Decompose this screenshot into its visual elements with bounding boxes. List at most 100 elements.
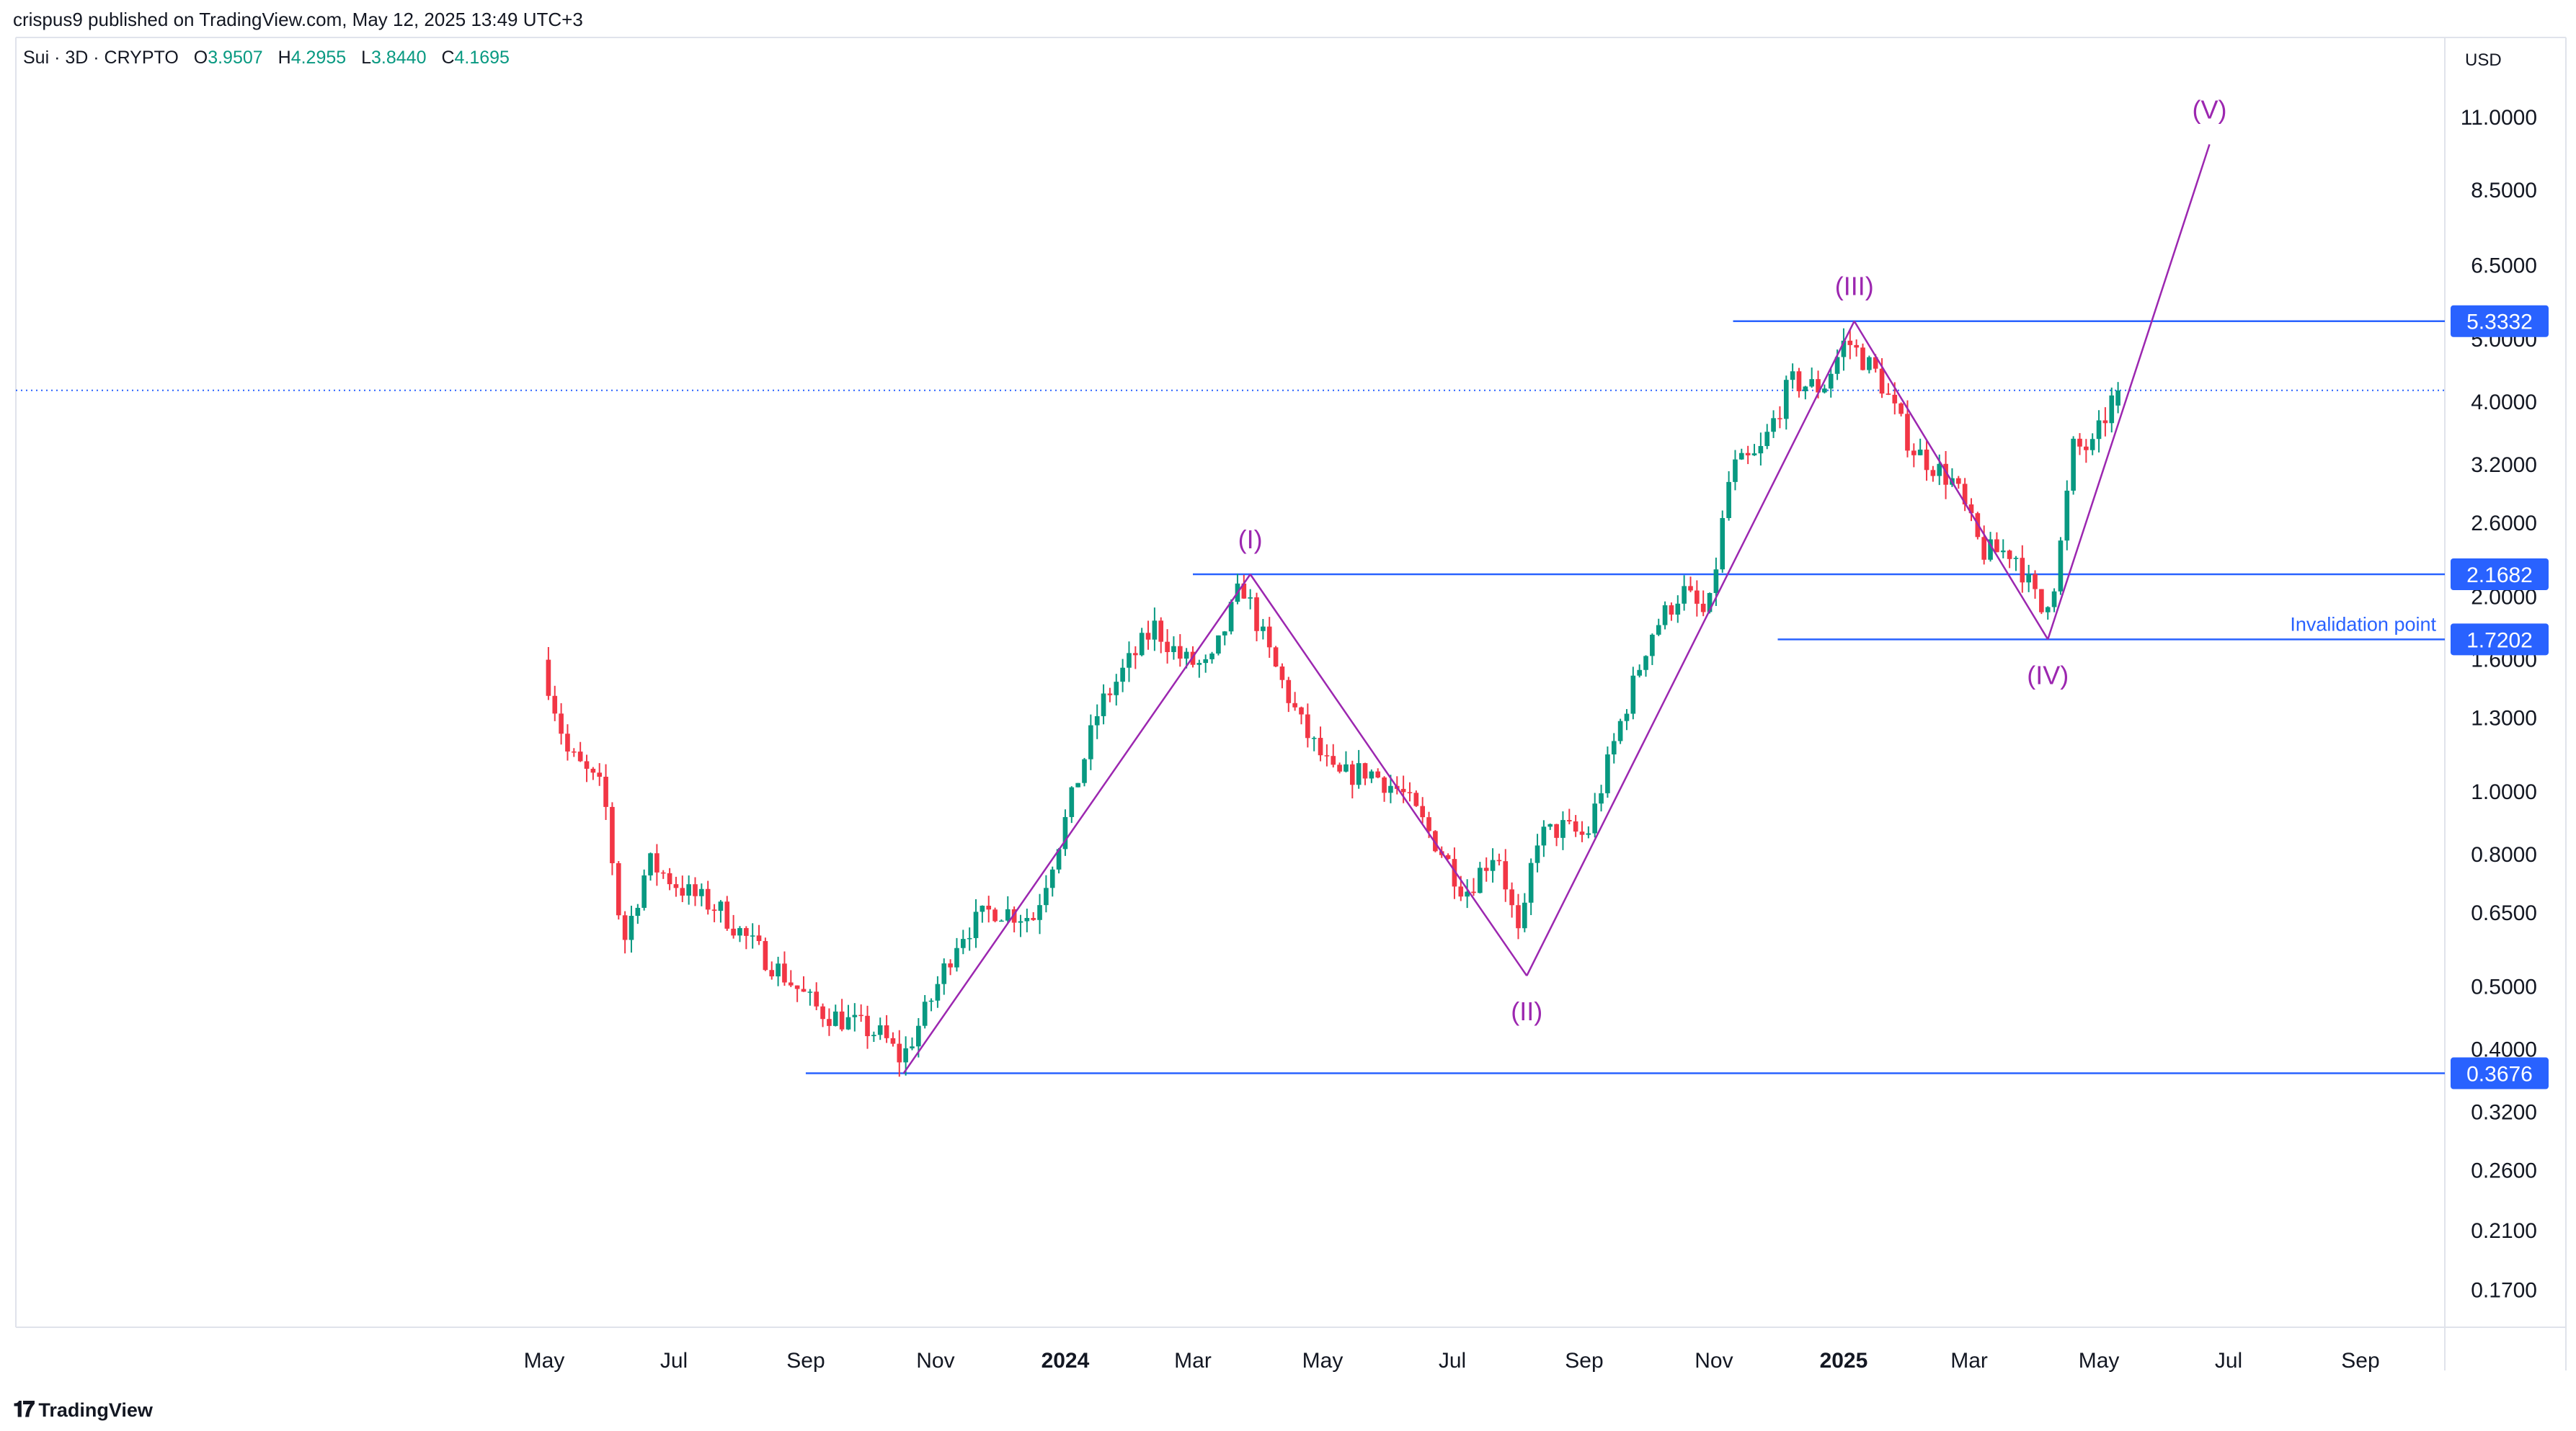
candle-body: [1662, 605, 1668, 625]
close-value: 4.1695: [454, 48, 510, 68]
candle-body: [897, 1043, 902, 1063]
candle-body: [1114, 682, 1119, 695]
wave-label-4: (IV): [2027, 660, 2069, 690]
candle-body: [1127, 653, 1132, 668]
candle-body: [1700, 603, 1706, 612]
candle-body: [960, 939, 966, 948]
tradingview-logo[interactable]: 𝟏𝟕 TradingView: [13, 1398, 153, 1422]
candle-body: [1171, 646, 1176, 652]
price-tick-label: 8.5000: [2471, 179, 2537, 202]
candle-body: [1337, 764, 1342, 772]
candle-body: [2071, 438, 2076, 491]
candle-body: [584, 761, 590, 769]
candle-body: [1273, 647, 1279, 667]
candle-body: [1356, 763, 1362, 785]
candle-body: [1165, 641, 1170, 652]
wave-label-1: (I): [1238, 525, 1263, 554]
candle-body: [839, 1011, 845, 1030]
candle-body: [1082, 759, 1087, 783]
open-value: 3.9507: [208, 48, 263, 68]
candle-body: [641, 875, 647, 908]
wave-label-2: (II): [1511, 997, 1542, 1026]
candle-body: [807, 991, 813, 993]
price-tick-label: 0.1700: [2471, 1279, 2537, 1303]
candle-body: [1905, 414, 1910, 451]
candle-body: [788, 982, 794, 986]
candle-body: [1496, 860, 1502, 862]
time-tick-label: Nov: [916, 1349, 954, 1373]
candle-body: [1962, 483, 1968, 505]
candle-body: [1605, 754, 1610, 793]
candle-body: [922, 1002, 928, 1026]
currency-label[interactable]: USD: [2465, 50, 2502, 70]
candle-body: [1675, 603, 1681, 615]
candle-body: [1535, 845, 1540, 863]
high-value: 4.2955: [290, 48, 347, 68]
candle-body: [1362, 763, 1368, 779]
candle-body: [884, 1025, 889, 1038]
candle-body: [718, 901, 724, 911]
low-value: 3.8440: [371, 48, 427, 68]
symbol-name[interactable]: Sui · 3D · CRYPTO: [23, 48, 179, 68]
candle-body: [1254, 597, 1259, 631]
candle-body: [1420, 806, 1426, 818]
candle-body: [603, 776, 608, 807]
low-label: L: [361, 48, 372, 68]
candle-body: [1566, 820, 1572, 821]
candle-body: [1241, 583, 1247, 599]
candle-body: [1892, 394, 1898, 404]
candle-body: [1145, 633, 1151, 640]
candle-body: [986, 905, 992, 910]
candle-body: [2013, 558, 2019, 559]
candle-body: [2089, 439, 2095, 450]
candle-body: [1248, 597, 1253, 599]
candle-body: [1279, 667, 1285, 680]
candle-body: [724, 901, 730, 929]
candle-body: [744, 928, 749, 936]
candle-body: [1478, 868, 1483, 893]
candle-body: [1758, 446, 1764, 454]
candle-body: [1522, 902, 1527, 929]
candle-body: [1516, 905, 1521, 929]
candle-body: [1617, 721, 1623, 741]
candle-body: [1331, 756, 1336, 765]
candle-body: [1120, 667, 1125, 682]
symbol-legend: Sui · 3D · CRYPTO O3.9507 H4.2955 L3.844…: [23, 48, 510, 68]
candle-body: [1790, 371, 1795, 380]
candle-body: [980, 905, 985, 912]
time-tick-label: 2024: [1041, 1349, 1090, 1373]
candle-body: [1560, 820, 1565, 838]
candle-body: [776, 963, 781, 977]
candle-body: [992, 909, 998, 922]
candle-body: [590, 768, 596, 773]
candle-body: [1503, 861, 1509, 890]
candle-body: [1879, 368, 1885, 394]
candle-body: [2096, 420, 2102, 440]
candle-body: [1751, 453, 1757, 455]
candle-body: [1018, 921, 1023, 923]
level-badge-text-2: 1.7202: [2466, 628, 2533, 652]
candle-body: [903, 1048, 908, 1063]
candle-body: [1311, 738, 1317, 739]
wave-segment-3: [1526, 321, 1855, 976]
candle-body: [858, 1015, 863, 1017]
candle-body: [827, 1019, 832, 1026]
candle-body: [1222, 631, 1227, 636]
candle-body: [1037, 905, 1042, 920]
candle-body: [660, 872, 666, 874]
candle-body: [1720, 517, 1726, 570]
level-badge-0: [2451, 305, 2549, 337]
candle-body: [1107, 693, 1113, 695]
wave-label-3: (III): [1835, 272, 1874, 301]
candle-body: [1867, 357, 1872, 370]
candle-body: [845, 1017, 851, 1030]
candle-body: [1139, 633, 1145, 656]
level-badge-2: [2451, 623, 2549, 656]
candle-body: [673, 884, 679, 888]
candle-body: [1203, 659, 1209, 664]
time-tick-label: Mar: [1950, 1349, 1988, 1373]
candle-body: [1547, 824, 1553, 827]
candle-body: [1483, 868, 1489, 871]
high-label: H: [277, 48, 291, 68]
